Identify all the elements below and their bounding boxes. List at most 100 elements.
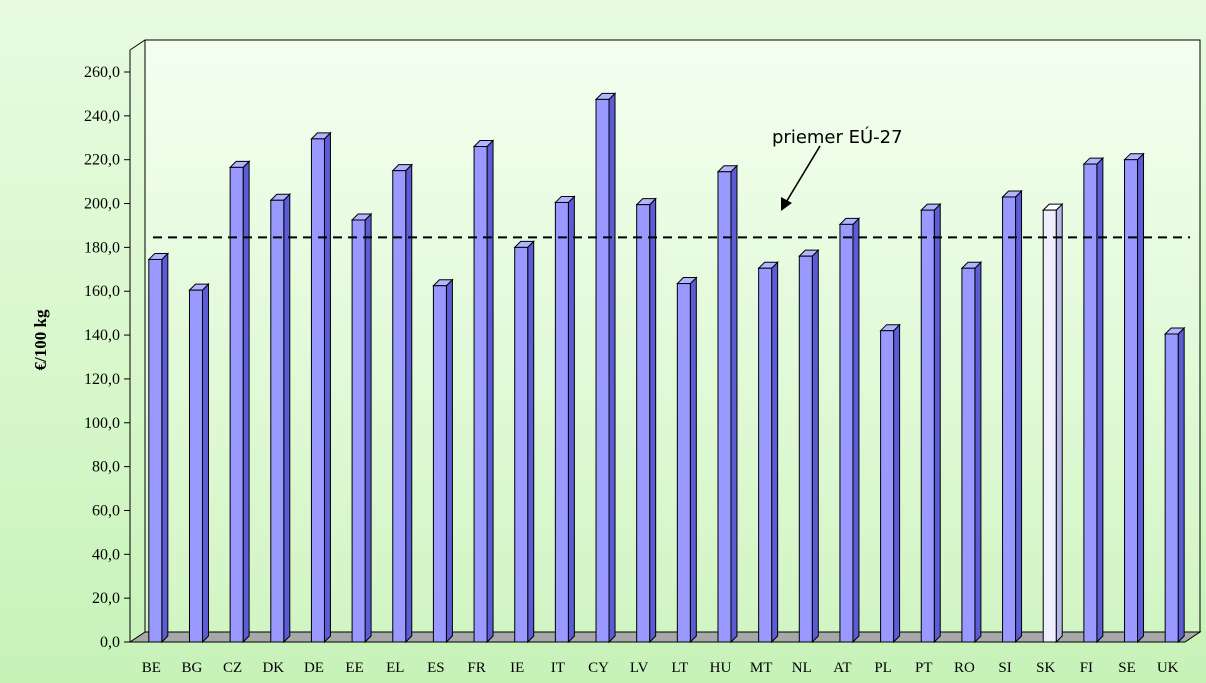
- x-tick-label-it: IT: [551, 660, 565, 676]
- y-tick-label: 60,0: [92, 502, 120, 519]
- x-tick-label-ro: RO: [954, 660, 975, 676]
- bar-ie: [513, 240, 535, 644]
- bar-front: [717, 171, 732, 643]
- bar-front: [1083, 163, 1098, 643]
- bar-front: [310, 138, 325, 643]
- bar-side: [689, 276, 697, 644]
- x-tick-label-el: EL: [386, 660, 404, 676]
- bar-front: [920, 209, 935, 643]
- bar-se: [1123, 152, 1145, 644]
- bar-side: [242, 160, 250, 644]
- bar-fi: [1082, 156, 1105, 644]
- bar-nl: [798, 248, 820, 644]
- x-tick-label-mt: MT: [750, 660, 773, 676]
- bar-ee: [350, 212, 373, 644]
- bar-front: [554, 201, 569, 643]
- bar-side: [893, 323, 901, 644]
- x-tick-label-be: BE: [142, 660, 161, 676]
- bar-side: [486, 139, 494, 644]
- bar-uk: [1163, 326, 1186, 644]
- x-tick-label-uk: UK: [1157, 660, 1179, 676]
- bar-es: [432, 278, 454, 644]
- bar-mt: [757, 261, 779, 644]
- bar-de: [310, 131, 332, 644]
- bar-front: [270, 199, 285, 643]
- bar-front: [473, 146, 488, 643]
- bar-front: [676, 283, 691, 643]
- bar-pt: [920, 202, 942, 644]
- bar-side: [1137, 152, 1145, 644]
- bar-bg: [188, 282, 210, 644]
- axes: [129, 39, 146, 642]
- bar-front: [595, 98, 610, 643]
- bar-side: [527, 240, 535, 644]
- bar-pl: [879, 323, 901, 644]
- x-axis-labels: BE BG CZ DK DE EE EL ES FR IE IT CY LV LT HU MT NL AT PL PT…: [142, 660, 1179, 676]
- bar-lv: [635, 197, 657, 644]
- x-tick-label-nl: NL: [792, 660, 812, 676]
- y-axis-label: €/100 kg: [31, 309, 50, 370]
- bars: [147, 92, 1186, 644]
- bar-cy: [594, 92, 617, 644]
- arrow-shaft: [784, 145, 821, 205]
- bar-at: [838, 217, 861, 644]
- bar-el: [391, 163, 413, 644]
- x-tick-label-ie: IE: [510, 660, 524, 676]
- y-tick-label: 160,0: [84, 283, 120, 300]
- y-tick-label: 120,0: [84, 371, 120, 388]
- bar-side: [283, 193, 291, 644]
- bar-side: [1015, 189, 1023, 644]
- y-tick-label: 100,0: [84, 415, 120, 432]
- x-tick-label-si: SI: [998, 660, 1011, 676]
- y-tick-label: 80,0: [92, 459, 120, 476]
- bar-side: [852, 217, 860, 644]
- bar-side: [405, 163, 413, 644]
- bar-side: [201, 282, 209, 644]
- bar-side: [811, 248, 819, 644]
- bar-front: [1002, 196, 1017, 643]
- bar-side: [771, 261, 779, 644]
- bar-front: [1124, 159, 1139, 643]
- arrow-head: [781, 197, 792, 211]
- x-tick-label-bg: BG: [182, 660, 203, 676]
- y-tick-label: 40,0: [92, 546, 120, 563]
- bar-side: [161, 252, 169, 644]
- bar-cz: [228, 160, 251, 644]
- y-tick-label: 0,0: [100, 634, 120, 651]
- y-axis-depth-edge: [129, 39, 146, 51]
- x-tick-label-lv: LV: [630, 660, 649, 676]
- bar-hu: [716, 164, 739, 644]
- bar-dk: [269, 193, 291, 644]
- bar-sk: [1042, 202, 1064, 644]
- y-axis-ticks: 0,0 20,0 40,0 60,0 80,0 100,0 120,0 140,0 160,0 1…: [84, 64, 130, 651]
- bar-be: [147, 252, 170, 644]
- bar-front: [392, 170, 407, 643]
- bar-side: [933, 202, 941, 644]
- bar-front: [758, 267, 773, 643]
- x-tick-label-fi: FI: [1080, 660, 1093, 676]
- y-tick-label: 200,0: [84, 196, 120, 213]
- bar-front: [961, 267, 976, 643]
- y-tick-label: 140,0: [84, 327, 120, 344]
- bar-front: [636, 204, 651, 643]
- annotation-arrow: [781, 145, 821, 211]
- bar-side: [1177, 326, 1185, 644]
- x-tick-label-de: DE: [304, 660, 324, 676]
- bar-front: [351, 219, 366, 643]
- x-tick-label-es: ES: [427, 660, 445, 676]
- bar-side: [567, 195, 575, 644]
- y-tick-label: 180,0: [84, 239, 120, 256]
- x-tick-label-at: AT: [833, 660, 851, 676]
- bar-front: [1164, 333, 1179, 643]
- bar-front: [229, 166, 244, 643]
- bar-front: [839, 223, 854, 643]
- bar-front: [188, 289, 203, 643]
- x-tick-label-pt: PT: [915, 660, 933, 676]
- bar-side: [445, 278, 453, 644]
- bar-front: [432, 285, 447, 643]
- bar-front: [880, 330, 895, 643]
- chart-floor: [128, 631, 1202, 643]
- bar-side: [1055, 202, 1063, 644]
- bar-lt: [676, 276, 698, 644]
